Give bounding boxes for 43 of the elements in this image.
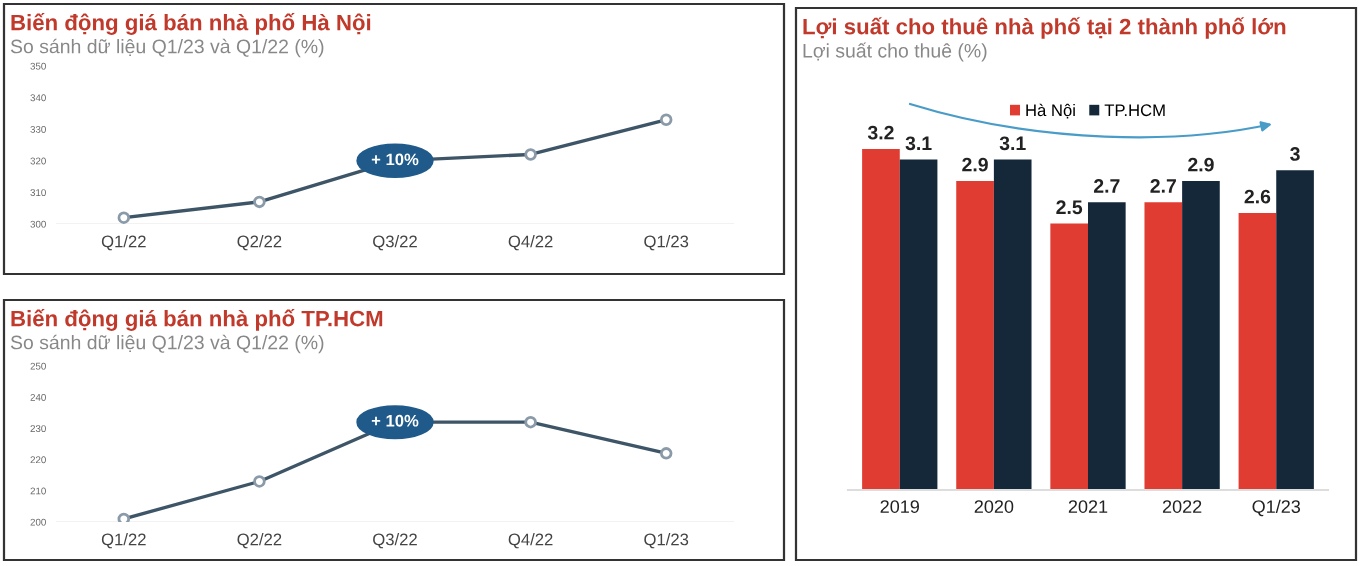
- x-tick-label: Q1/22: [101, 235, 146, 251]
- bar: [1276, 170, 1314, 490]
- data-label: 2.9: [1188, 157, 1214, 172]
- bar: [1050, 223, 1088, 490]
- legend-label: Hà Nội: [1026, 103, 1075, 119]
- x-tick-label: Q4/22: [508, 533, 553, 549]
- x-tick-label: 2021: [1068, 500, 1108, 513]
- bar: [862, 148, 900, 490]
- chart-subtitle: Lợi suất cho thuê (%): [803, 42, 987, 62]
- data-label: 3: [1290, 147, 1300, 161]
- legend-label: TP.HCM: [1104, 104, 1165, 117]
- data-label: 2.5: [1056, 200, 1083, 215]
- bar: [1088, 202, 1126, 490]
- x-tick-label: Q1/23: [1252, 499, 1301, 517]
- x-tick-label: Q3/22: [373, 533, 417, 549]
- bar: [1182, 180, 1220, 490]
- data-label: 2.9: [962, 157, 988, 172]
- data-label: 2.6: [1244, 189, 1271, 204]
- data-label: 3.2: [867, 125, 894, 140]
- bar: [1144, 202, 1183, 490]
- data-label: 3.1: [999, 136, 1026, 151]
- data-label: 3.1: [905, 136, 932, 151]
- bar: [1238, 212, 1277, 490]
- x-tick-label: 2020: [974, 500, 1014, 513]
- bar: [993, 159, 1032, 490]
- x-tick-label: Q2/22: [237, 533, 282, 549]
- bar: [956, 180, 994, 490]
- data-label: 2.7: [1093, 179, 1120, 193]
- bar: [899, 159, 938, 490]
- x-tick-label: Q4/22: [508, 235, 553, 251]
- chart-title: Biến động giá bán nhà phố TP.HCM: [11, 309, 383, 331]
- x-tick-label: Q1/23: [644, 533, 689, 549]
- x-tick-label: Q2/22: [237, 235, 282, 251]
- chart-title: Biến động giá bán nhà phố Hà Nội: [11, 13, 371, 35]
- chart-title: Lợi suất cho thuê nhà phố tại 2 thành phố lớn: [803, 17, 1286, 39]
- x-tick-label: 2022: [1162, 500, 1202, 513]
- x-tick-label: 2019: [880, 500, 919, 513]
- data-label: 2.7: [1150, 179, 1176, 193]
- x-tick-label: Q3/22: [373, 235, 417, 251]
- x-tick-label: Q1/22: [101, 533, 146, 549]
- x-tick-label: Q1/23: [644, 235, 689, 251]
- chart-subtitle: So sánh dữ liệu Q1/23 và Q1/22 (%): [10, 334, 324, 354]
- chart-subtitle: So sánh dữ liệu Q1/23 và Q1/22 (%): [10, 38, 324, 58]
